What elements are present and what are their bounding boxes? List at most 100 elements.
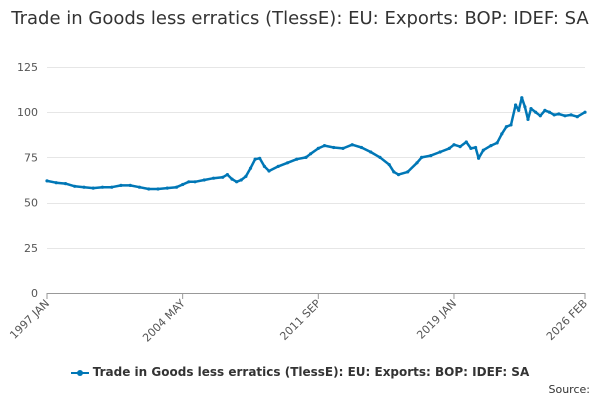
data-point[interactable] [129,184,132,187]
y-tick-label: 75 [24,151,38,164]
data-point[interactable] [235,180,238,183]
x-axis: 1997 JAN 2004 MAY 2011 SEP 2019 JAN 2026 FEB [7,293,590,345]
data-point[interactable] [110,186,113,189]
series-layer [45,96,586,190]
data-point[interactable] [469,147,472,150]
data-point[interactable] [45,179,48,182]
data-point[interactable] [576,115,579,118]
data-point[interactable] [570,113,573,116]
x-tick-label: 2026 FEB [544,297,590,343]
data-point[interactable] [119,184,122,187]
data-point[interactable] [286,161,289,164]
data-point[interactable] [226,173,229,176]
data-point[interactable] [420,156,423,159]
data-point[interactable] [82,186,85,189]
data-point[interactable] [526,118,529,121]
data-point[interactable] [378,156,381,159]
data-point[interactable] [496,141,499,144]
data-point[interactable] [429,154,432,157]
data-point[interactable] [534,111,537,114]
data-point[interactable] [230,178,233,181]
data-point[interactable] [138,186,141,189]
data-point[interactable] [277,165,280,168]
data-point[interactable] [448,147,451,150]
source-label: Source: [549,383,591,396]
data-point[interactable] [474,146,477,149]
data-point[interactable] [439,150,442,153]
data-point[interactable] [517,109,520,112]
data-point[interactable] [369,150,372,153]
data-point[interactable] [203,178,206,181]
data-point[interactable] [193,180,196,183]
data-point[interactable] [221,176,224,179]
data-point[interactable] [523,105,526,108]
data-point[interactable] [92,187,95,190]
data-point[interactable] [244,175,247,178]
data-point[interactable] [388,163,391,166]
legend[interactable]: Trade in Goods less erratics (TlessE): E… [0,365,600,379]
data-point[interactable] [304,156,307,159]
x-tick-label: 1997 JAN [7,297,52,342]
data-point[interactable] [263,165,266,168]
data-point[interactable] [254,158,257,161]
data-point[interactable] [392,170,395,173]
data-point[interactable] [452,143,455,146]
data-point[interactable] [543,109,546,112]
data-point[interactable] [514,103,517,106]
data-point[interactable] [147,187,150,190]
y-axis: 0 25 50 75 100 125 [17,61,38,300]
x-tick-label: 2004 MAY [140,297,188,345]
data-point[interactable] [482,149,485,152]
data-point[interactable] [249,167,252,170]
data-point[interactable] [323,144,326,147]
data-point[interactable] [465,140,468,143]
data-point[interactable] [406,170,409,173]
data-point[interactable] [341,147,344,150]
data-point[interactable] [563,114,566,117]
data-point[interactable] [505,125,508,128]
data-point[interactable] [520,96,523,99]
data-point[interactable] [156,187,159,190]
data-point[interactable] [240,178,243,181]
data-point[interactable] [360,146,363,149]
data-point[interactable] [477,157,480,160]
data-point[interactable] [295,158,298,161]
data-point[interactable] [166,187,169,190]
data-point[interactable] [212,177,215,180]
data-point[interactable] [332,146,335,149]
data-point[interactable] [309,152,312,155]
data-point[interactable] [397,173,400,176]
data-point[interactable] [489,144,492,147]
data-point[interactable] [73,185,76,188]
data-point[interactable] [500,132,503,135]
data-point[interactable] [64,182,67,185]
legend-marker [71,368,89,378]
data-point[interactable] [509,123,512,126]
grid-lines [47,68,585,249]
legend-label: Trade in Goods less erratics (TlessE): E… [93,365,529,379]
series-line [47,98,585,189]
x-tick-label: 2011 SEP [277,297,323,343]
data-point[interactable] [258,157,261,160]
y-tick-label: 125 [17,61,38,74]
data-point[interactable] [459,145,462,148]
y-tick-label: 25 [24,242,38,255]
data-point[interactable] [415,161,418,164]
data-point[interactable] [317,147,320,150]
data-point[interactable] [187,180,190,183]
data-point[interactable] [55,181,58,184]
data-point[interactable] [539,114,542,117]
data-point[interactable] [101,186,104,189]
data-point[interactable] [553,113,556,116]
data-point[interactable] [557,112,560,115]
data-point[interactable] [175,186,178,189]
data-point[interactable] [267,169,270,172]
data-point[interactable] [548,111,551,114]
data-point[interactable] [583,111,586,114]
data-point[interactable] [351,143,354,146]
data-point[interactable] [181,183,184,186]
data-point[interactable] [529,107,532,110]
y-tick-label: 50 [24,197,38,210]
y-tick-label: 0 [31,287,38,300]
